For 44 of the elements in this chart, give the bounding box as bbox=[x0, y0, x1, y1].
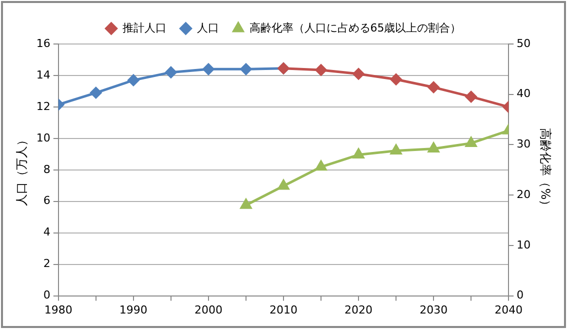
y2-tick-label: 10 bbox=[516, 238, 531, 252]
point bbox=[240, 63, 252, 75]
point bbox=[466, 136, 477, 147]
y-axis-title: 人口（万人） bbox=[14, 134, 28, 206]
point bbox=[352, 148, 364, 159]
point bbox=[428, 142, 440, 152]
point bbox=[240, 198, 252, 209]
point bbox=[465, 90, 477, 102]
y2-tick-label: 0 bbox=[516, 288, 524, 302]
x-tick-label: 2030 bbox=[420, 303, 448, 316]
y-tick-label: 14 bbox=[36, 68, 50, 82]
point bbox=[315, 160, 327, 171]
y-tick-label: 12 bbox=[36, 100, 50, 113]
y2-tick-label: 40 bbox=[516, 87, 531, 100]
point bbox=[352, 68, 364, 80]
point bbox=[90, 87, 102, 99]
point bbox=[128, 74, 140, 86]
y-tick-label: 16 bbox=[36, 36, 50, 50]
point bbox=[315, 64, 327, 76]
y2-axis-title: 高齢化率（%） bbox=[538, 128, 553, 212]
point bbox=[278, 180, 290, 190]
legend-label: 高齢化率（人口に占める65歳以上の割合） bbox=[249, 21, 462, 34]
legend-label: 人口 bbox=[196, 21, 219, 34]
y-tick-label: 0 bbox=[43, 288, 50, 302]
x-tick-label: 1980 bbox=[44, 303, 72, 316]
point bbox=[428, 82, 440, 94]
x-tick-label: 2040 bbox=[494, 303, 523, 316]
y-tick-label: 6 bbox=[43, 194, 50, 208]
y-tick-label: 8 bbox=[43, 162, 50, 176]
y-tick-label: 2 bbox=[43, 257, 50, 270]
point bbox=[390, 144, 402, 155]
x-tick-label: 2000 bbox=[194, 303, 222, 316]
y2-tick-label: 20 bbox=[516, 188, 531, 201]
y-tick-label: 4 bbox=[43, 226, 50, 239]
y-tick-label: 10 bbox=[36, 131, 50, 144]
point bbox=[390, 74, 402, 86]
point bbox=[202, 63, 214, 75]
y2-tick-label: 30 bbox=[516, 138, 531, 151]
point bbox=[165, 66, 177, 78]
x-tick-label: 2020 bbox=[344, 303, 373, 316]
legend-label: 推計人口 bbox=[122, 21, 166, 34]
x-tick-label: 2010 bbox=[270, 303, 298, 316]
x-tick-label: 1990 bbox=[119, 303, 148, 316]
y2-tick-label: 50 bbox=[516, 36, 531, 50]
